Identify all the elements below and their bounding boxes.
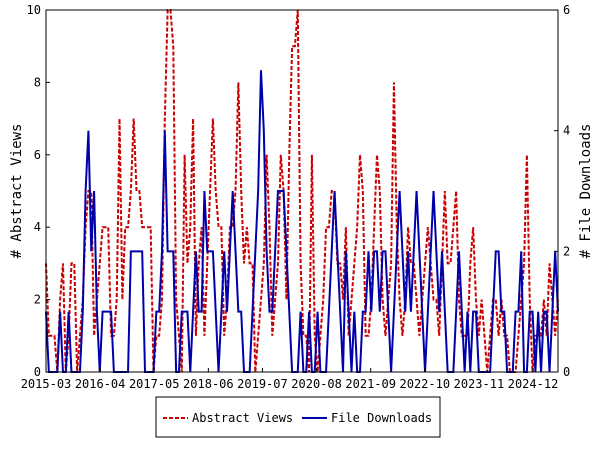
y-axis-label-left: # Abstract Views	[9, 124, 25, 259]
legend-label-abstract-views: Abstract Views	[192, 411, 293, 425]
x-tick-label: 2019-07	[237, 377, 288, 391]
y-axis-label-right: # File Downloads	[578, 124, 594, 259]
right-tick-label: 2	[563, 244, 570, 258]
x-tick-label: 2021-09	[345, 377, 396, 391]
x-tick-label: 2024-12	[508, 377, 559, 391]
x-tick-label: 2018-06	[183, 377, 234, 391]
series-layer	[45, 9, 559, 373]
left-tick-label: 8	[34, 75, 41, 89]
left-tick-label: 6	[34, 148, 41, 162]
x-tick-label: 2017-05	[129, 377, 180, 391]
x-tick-label: 2022-10	[400, 377, 451, 391]
legend-box	[155, 396, 441, 438]
legend-label-file-downloads: File Downloads	[331, 411, 432, 425]
left-tick-label: 10	[27, 3, 41, 17]
series-line-abstract-views	[45, 9, 559, 373]
x-tick-label: 2020-08	[291, 377, 342, 391]
x-tick-label: 2016-04	[75, 377, 126, 391]
right-tick-label: 6	[563, 3, 570, 17]
right-tick-label: 0	[563, 365, 570, 379]
left-tick-label: 2	[34, 293, 41, 307]
x-tick-label: 2023-11	[454, 377, 505, 391]
series-line-file-downloads	[45, 70, 559, 373]
x-tick-label: 2015-03	[21, 377, 72, 391]
plot-frame	[45, 9, 559, 373]
left-tick-label: 0	[34, 365, 41, 379]
left-tick-label: 4	[34, 220, 41, 234]
right-tick-label: 4	[563, 124, 570, 138]
legend: Abstract Views File Downloads	[155, 396, 441, 438]
